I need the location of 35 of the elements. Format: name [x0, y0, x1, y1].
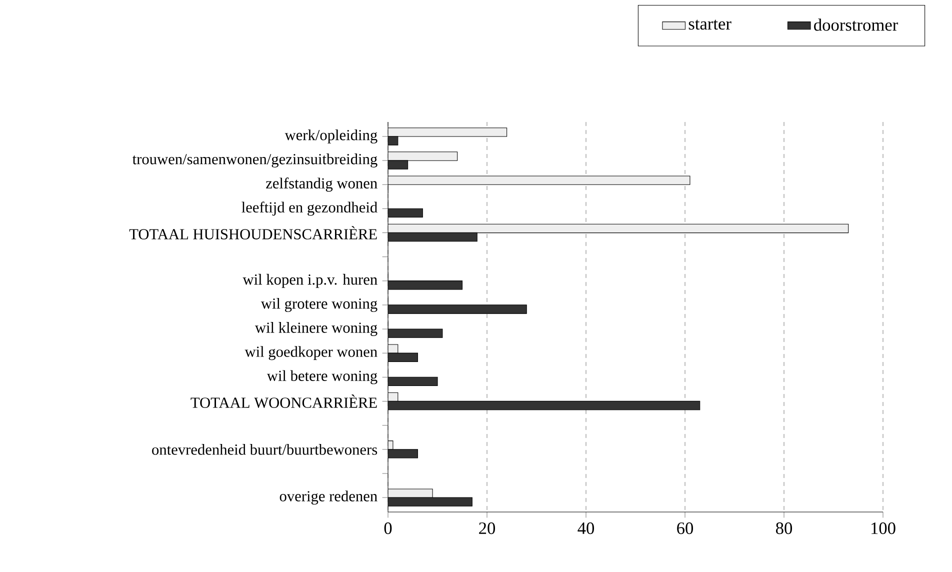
- y-tick-label: wil grotere woning: [260, 298, 378, 312]
- y-tick-label: TOTAAL HUISHOUDENSCARRIÈRE: [129, 226, 377, 240]
- x-tick-label: 40: [578, 522, 594, 534]
- bar: [388, 152, 458, 161]
- y-tick-label: zelfstandig wonen: [266, 178, 378, 192]
- y-tick-label: ontevredenheid buurt/buurtbewoners: [152, 444, 378, 455]
- bar: [388, 304, 527, 314]
- bar: [388, 352, 418, 362]
- bar: [388, 328, 443, 338]
- legend-label: doorstromer: [814, 18, 898, 31]
- x-tick-label: 0: [384, 522, 392, 534]
- y-tick-label: TOTAAL WOONCARRIÈRE: [190, 394, 377, 408]
- y-tick-label: werk/opleiding: [284, 129, 378, 144]
- bar: [388, 208, 423, 218]
- y-tick-label: leeftijd en gezondheid: [242, 202, 378, 216]
- x-tick-label: 100: [872, 522, 896, 534]
- x-tick-label: 60: [677, 522, 694, 534]
- y-tick-label: wil kleinere woning: [254, 322, 378, 336]
- bar: [388, 232, 478, 242]
- legend-label: starter: [688, 20, 732, 30]
- bar: [388, 376, 438, 386]
- bar: [388, 128, 508, 137]
- x-tick-label: 80: [776, 522, 792, 534]
- y-tick-label: wil goedkoper wonen: [244, 346, 378, 360]
- bar: [388, 449, 418, 458]
- x-tick-label: 20: [479, 522, 496, 534]
- y-tick-label: wil betere woning: [266, 370, 378, 384]
- bar: [388, 176, 690, 185]
- bar: [388, 497, 472, 506]
- bar: [388, 280, 463, 290]
- y-tick-label: overige redenen: [280, 490, 378, 505]
- y-tick-label: wil kopen i.p.v. huren: [242, 274, 378, 288]
- bar: [388, 224, 849, 234]
- y-tick-label: trouwen/samenwonen/gezinsuitbreiding: [132, 154, 378, 168]
- bar: [388, 400, 700, 410]
